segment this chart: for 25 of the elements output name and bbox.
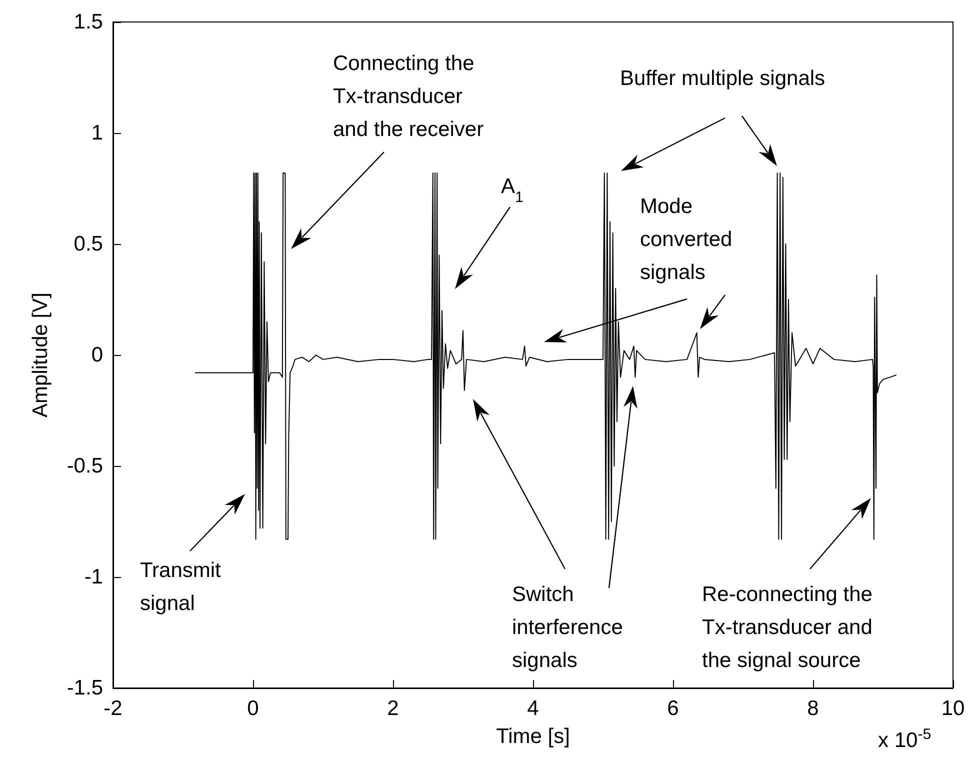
annotation: A$_{1}$ bbox=[501, 174, 524, 206]
annotation: Mode converted signals bbox=[640, 194, 732, 284]
y-tick-label: 0.5 bbox=[74, 232, 103, 256]
y-tick-label: 0 bbox=[91, 344, 103, 366]
annotation: Connecting the Tx-transducer and the receiver bbox=[333, 52, 484, 141]
line-series bbox=[194, 172, 897, 540]
y-tick-label: 1 bbox=[91, 122, 103, 144]
annotation: Buffer multiple signals bbox=[620, 66, 826, 90]
annotation: Re-connecting the Tx-transducer and the signal source bbox=[702, 582, 872, 672]
y-tick-label: 1.5 bbox=[74, 10, 103, 34]
y-tick-label: -0.5 bbox=[66, 454, 103, 478]
x-tick-label: 2 bbox=[387, 697, 399, 720]
annotation: Transmit signal bbox=[140, 558, 222, 615]
y-axis-title: Amplitude [V] bbox=[29, 292, 52, 418]
x-tick-label: 6 bbox=[667, 697, 679, 720]
x-tick-label: 10 bbox=[941, 697, 965, 720]
x-tick-label: 0 bbox=[247, 697, 259, 720]
x-tick-label: 4 bbox=[527, 697, 540, 720]
x-tick-label: 8 bbox=[807, 697, 819, 720]
x-axis-title: Time [s] bbox=[496, 725, 570, 748]
y-tick-label: -1.5 bbox=[66, 676, 103, 700]
x-tick-label: -2 bbox=[104, 697, 122, 720]
annotation: Switch interference signals bbox=[512, 582, 623, 672]
y-tick-label: -1 bbox=[84, 566, 103, 588]
text: x 10$^{-5}$ bbox=[878, 725, 932, 752]
